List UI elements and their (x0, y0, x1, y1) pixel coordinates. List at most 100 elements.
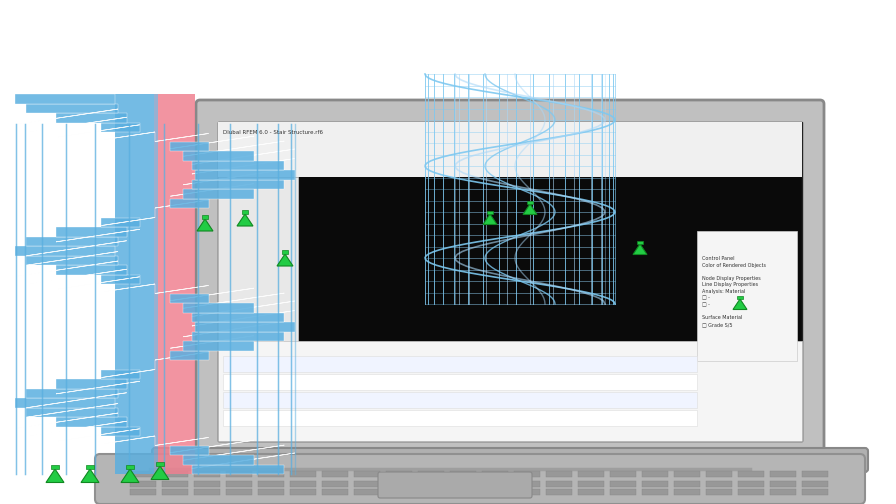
Polygon shape (192, 453, 295, 468)
Polygon shape (237, 214, 253, 226)
Bar (226, 471, 252, 477)
Polygon shape (101, 218, 140, 227)
Polygon shape (192, 94, 193, 474)
Polygon shape (15, 398, 115, 408)
Polygon shape (101, 275, 140, 284)
Bar (482, 481, 508, 487)
Polygon shape (187, 94, 189, 474)
Polygon shape (122, 94, 125, 474)
Polygon shape (117, 94, 119, 474)
Bar (706, 481, 732, 487)
Bar (546, 471, 572, 477)
Polygon shape (56, 382, 140, 394)
Bar (770, 481, 796, 487)
Polygon shape (15, 251, 118, 267)
Polygon shape (193, 94, 194, 474)
Bar (770, 471, 796, 477)
Polygon shape (56, 227, 126, 236)
Polygon shape (56, 417, 126, 426)
Bar (642, 489, 668, 495)
Polygon shape (184, 151, 254, 160)
Polygon shape (125, 94, 127, 474)
Polygon shape (150, 94, 154, 474)
Polygon shape (170, 446, 209, 455)
Polygon shape (127, 94, 130, 474)
Polygon shape (192, 160, 284, 170)
Polygon shape (633, 244, 647, 255)
Bar (738, 481, 764, 487)
Polygon shape (122, 94, 125, 474)
Polygon shape (155, 200, 209, 208)
Polygon shape (15, 404, 118, 419)
FancyBboxPatch shape (378, 472, 532, 498)
Polygon shape (117, 94, 119, 474)
Bar (642, 471, 668, 477)
Bar (418, 471, 444, 477)
Bar (610, 489, 636, 495)
Polygon shape (184, 341, 254, 350)
Polygon shape (145, 94, 150, 474)
Polygon shape (26, 103, 118, 113)
Bar (487, 211, 493, 214)
Bar (450, 471, 476, 477)
Polygon shape (178, 94, 181, 474)
Bar (226, 481, 252, 487)
Polygon shape (184, 189, 254, 199)
Polygon shape (162, 94, 167, 474)
Bar (738, 489, 764, 495)
Polygon shape (134, 94, 137, 474)
Text: Control Panel
Color of Rendered Objects

Node Display Properties
Line Display Pr: Control Panel Color of Rendered Objects … (702, 256, 766, 327)
Bar (546, 489, 572, 495)
Bar (802, 471, 828, 477)
Bar (418, 481, 444, 487)
FancyBboxPatch shape (95, 454, 865, 504)
Polygon shape (170, 142, 209, 151)
Polygon shape (170, 288, 254, 301)
Polygon shape (170, 440, 254, 453)
Polygon shape (155, 285, 209, 293)
Bar (218, 177, 298, 341)
Polygon shape (26, 421, 126, 436)
Polygon shape (101, 369, 140, 379)
Polygon shape (167, 94, 170, 474)
Bar (290, 471, 316, 477)
Polygon shape (101, 436, 155, 444)
Polygon shape (159, 94, 162, 474)
Polygon shape (56, 429, 140, 442)
Bar (86, 465, 93, 469)
Polygon shape (56, 229, 140, 242)
Polygon shape (523, 204, 537, 215)
Polygon shape (170, 94, 175, 474)
Polygon shape (101, 132, 155, 140)
Polygon shape (154, 94, 159, 474)
Polygon shape (192, 158, 295, 174)
Polygon shape (15, 246, 115, 256)
Polygon shape (185, 94, 187, 474)
Polygon shape (26, 389, 118, 398)
Bar (674, 489, 700, 495)
Polygon shape (192, 149, 295, 164)
Polygon shape (170, 94, 175, 474)
Polygon shape (167, 94, 170, 474)
Bar (738, 471, 764, 477)
Polygon shape (26, 408, 118, 417)
Polygon shape (170, 183, 254, 196)
Bar (223, 392, 697, 408)
Bar (802, 481, 828, 487)
Polygon shape (192, 310, 295, 326)
Bar (514, 471, 540, 477)
Polygon shape (137, 94, 142, 474)
Bar (578, 471, 604, 477)
Polygon shape (26, 241, 126, 256)
Bar (386, 489, 412, 495)
Polygon shape (15, 261, 118, 277)
Bar (322, 481, 348, 487)
Ellipse shape (98, 479, 798, 499)
Polygon shape (125, 94, 127, 474)
Polygon shape (181, 94, 185, 474)
Bar (194, 489, 220, 495)
Bar (258, 481, 284, 487)
Polygon shape (101, 122, 140, 132)
Polygon shape (116, 94, 117, 474)
Polygon shape (101, 218, 155, 225)
